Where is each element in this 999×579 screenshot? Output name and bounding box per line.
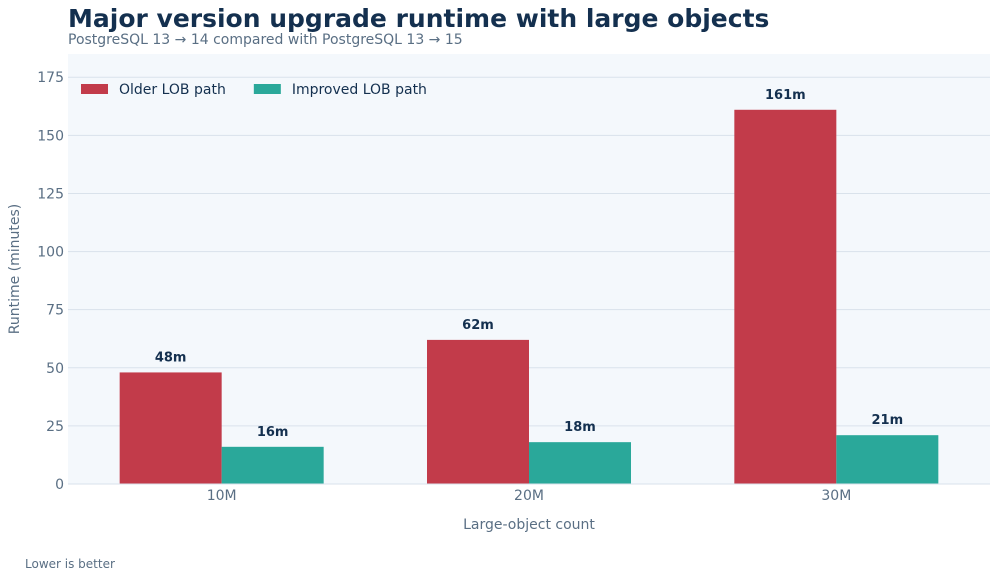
footnote: Lower is better — [25, 557, 115, 571]
x-tick-label: 10M — [207, 488, 237, 504]
bar — [529, 442, 631, 484]
data-label: 18m — [564, 420, 596, 435]
legend: Older LOB path Improved LOB path — [81, 82, 427, 98]
bar — [119, 372, 222, 484]
bars — [68, 109, 990, 485]
y-tick-label: 125 — [37, 186, 64, 202]
bar — [427, 339, 529, 484]
chart-subtitle: PostgreSQL 13 → 14 compared with Postgre… — [68, 32, 463, 48]
x-tick-label: 20M — [514, 488, 544, 504]
y-tick-label: 100 — [37, 245, 64, 261]
data-label: 16m — [257, 425, 289, 440]
y-axis-ticks: 0 25 50 75 100 125 150 175 — [37, 70, 64, 493]
y-tick-label: 150 — [37, 128, 64, 144]
y-tick-label: 25 — [46, 419, 64, 435]
legend-label: Older LOB path — [119, 82, 226, 98]
y-tick-label: 50 — [46, 361, 64, 377]
data-label: 62m — [462, 318, 494, 333]
legend-label: Improved LOB path — [292, 82, 427, 98]
y-axis-label: Runtime (minutes) — [7, 204, 23, 335]
legend-swatch — [253, 84, 281, 94]
legend-swatch — [81, 84, 108, 94]
chart-title: Major version upgrade runtime with large… — [68, 4, 770, 33]
data-label: 48m — [155, 350, 187, 365]
x-tick-label: 30M — [821, 488, 851, 504]
data-label: 21m — [872, 413, 904, 428]
y-tick-label: 75 — [46, 303, 64, 319]
bar — [734, 109, 837, 484]
bar — [221, 446, 324, 484]
x-axis-ticks: 10M 20M 30M — [207, 488, 852, 504]
y-tick-label: 175 — [37, 70, 64, 86]
bar — [836, 435, 939, 484]
y-tick-label: 0 — [55, 477, 64, 493]
value-labels: 48m 16m 62m 18m 161m 21m — [155, 88, 903, 440]
data-label: 161m — [765, 88, 806, 103]
x-axis-label: Large-object count — [463, 517, 595, 533]
